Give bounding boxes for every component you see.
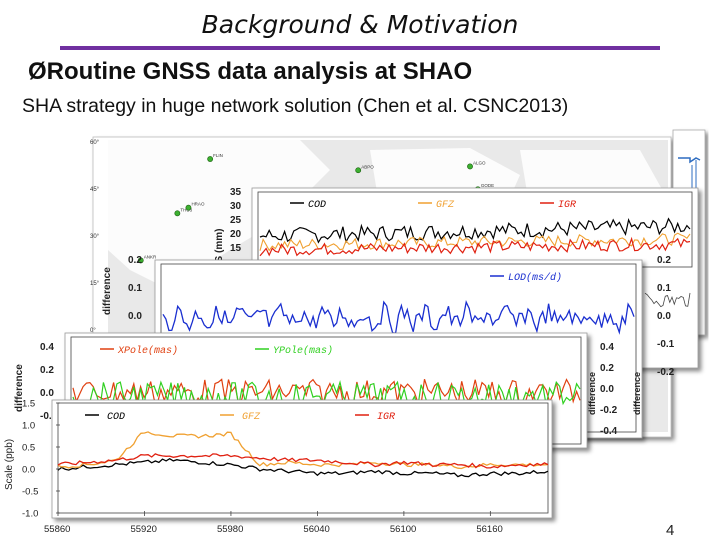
pole-left-axis: 0.4 0.2 0.0 -0.2 difference: [14, 342, 58, 422]
scale-xtick: 56040: [303, 524, 329, 535]
station-label: FLIN: [213, 153, 223, 158]
rms-legend-label: GFZ: [436, 200, 455, 211]
scale-ytick: 0.5: [22, 443, 35, 454]
map-lat-label: 30°: [90, 234, 100, 240]
lod-right-ytick: 0.0: [657, 311, 671, 322]
page-number: 4: [666, 522, 675, 539]
rms-series-igr: [259, 236, 691, 257]
rms-legend-label: COD: [308, 200, 326, 211]
scale-xtick: 55920: [130, 524, 156, 535]
station-marker: [355, 167, 362, 174]
station-label: ANKR: [144, 254, 157, 259]
lod-legend-label: LOD(ms/d): [508, 272, 562, 284]
bullet-heading: ØRoutine GNSS data analysis at SHAO: [28, 58, 473, 85]
rms-diff-ylabel: difference: [102, 267, 113, 315]
title-underline: [60, 46, 660, 50]
lod-right-ytick: 0.2: [657, 255, 671, 266]
scale-axes: 1.5 1.0 0.5 0.0 -0.5 -1.0 55860 55920 55980 5604…: [4, 399, 503, 536]
map-lat-label: 60°: [90, 140, 100, 146]
rms-legend: COD GFZ IGR: [290, 200, 576, 211]
right-strip-trace: [678, 157, 701, 164]
scale-series-igr: [57, 453, 549, 469]
rms-ytick: 35: [230, 187, 242, 198]
pole-right-ylabel: difference: [587, 372, 597, 415]
rms-ylabel: RMS (mm): [214, 229, 225, 278]
pole-ylabel: difference: [14, 364, 25, 412]
scale-ytick: 0.0: [22, 465, 35, 476]
rms-legend-label: IGR: [558, 200, 576, 211]
scale-legend: COD GFZ IGR: [85, 412, 395, 423]
subtitle: SHA strategy in huge network solution (C…: [22, 95, 569, 117]
pole-right-axis: 0.4 0.2 0.0 -0.2 -0.4 difference: [587, 342, 618, 437]
scale-xtick: 56100: [390, 524, 416, 535]
station-label: HRAO: [191, 202, 205, 207]
scale-xtick: 55860: [44, 524, 70, 535]
scale-panel: COD GFZ IGR: [51, 399, 553, 519]
station-marker: [174, 210, 181, 217]
station-marker: [137, 257, 144, 264]
scale-series-group: [57, 431, 549, 478]
scale-xtick: 55980: [217, 524, 243, 535]
lod-right-ytick: -0.2: [657, 367, 675, 378]
map-lat-label: 15°: [90, 281, 100, 287]
scale-ylabel: Scale (ppb): [4, 439, 15, 490]
station-marker: [467, 163, 473, 170]
lod-right-axis: 0.2 0.1 0.0 -0.1 -0.2 difference: [632, 255, 675, 415]
rms-difference-series: [644, 292, 691, 308]
scale-ytick: -0.5: [22, 487, 38, 498]
station-marker: [207, 156, 214, 162]
pole-ytick: 0.0: [40, 388, 54, 399]
map-lat-label: 0°: [90, 328, 96, 334]
scale-legend-label: GFZ: [242, 412, 261, 423]
pole-right-ytick: 0.0: [600, 384, 614, 395]
station-marker: [185, 204, 192, 211]
rms-series-cod: [259, 217, 691, 244]
rms-ytick: 15: [230, 243, 242, 254]
map-lat-label: 45°: [90, 187, 100, 193]
rms-ytick: 20: [230, 229, 242, 240]
rms-diff-ytick: 0.1: [128, 283, 142, 294]
pole-ytick: 0.2: [40, 365, 54, 376]
station-label: GODE: [481, 183, 494, 188]
pole-right-ytick: -0.4: [600, 426, 618, 437]
pole-legend-x: XPole(mas): [117, 345, 178, 357]
pole-ytick: -0.2: [40, 411, 58, 422]
pole-right-ytick: -0.2: [600, 405, 618, 416]
lod-right-ytick: -0.1: [657, 339, 675, 350]
station-label: ABPO: [361, 164, 374, 169]
rms-series-gfz: [259, 232, 691, 252]
pole-right-ytick: 0.2: [600, 363, 614, 374]
station-label: ALGO: [473, 160, 486, 165]
slide-title: Background & Motivation: [201, 10, 519, 39]
rms-diff-ytick: 0.2: [128, 255, 142, 266]
scale-legend-label: IGR: [377, 412, 395, 423]
pole-legend-y: YPole(mas): [273, 345, 333, 357]
rms-ytick: 25: [230, 215, 242, 226]
scale-xtick: 56160: [476, 524, 502, 535]
scale-ytick: 1.5: [22, 399, 35, 410]
scale-series-cod: [57, 457, 549, 478]
rms-diff-ytick: 0.0: [128, 311, 142, 322]
scale-series-gfz: [57, 431, 549, 470]
scale-legend-label: COD: [107, 412, 125, 423]
rms-ytick: 30: [230, 201, 242, 212]
pole-right-ytick: 0.4: [600, 342, 614, 353]
lod-series: [162, 300, 635, 335]
lod-right-ylabel: difference: [632, 372, 642, 415]
scale-ytick: 1.0: [22, 421, 35, 432]
pole-ytick: 0.4: [40, 342, 54, 353]
lod-right-ytick: 0.1: [657, 283, 671, 294]
scale-ytick: -1.0: [22, 509, 38, 520]
